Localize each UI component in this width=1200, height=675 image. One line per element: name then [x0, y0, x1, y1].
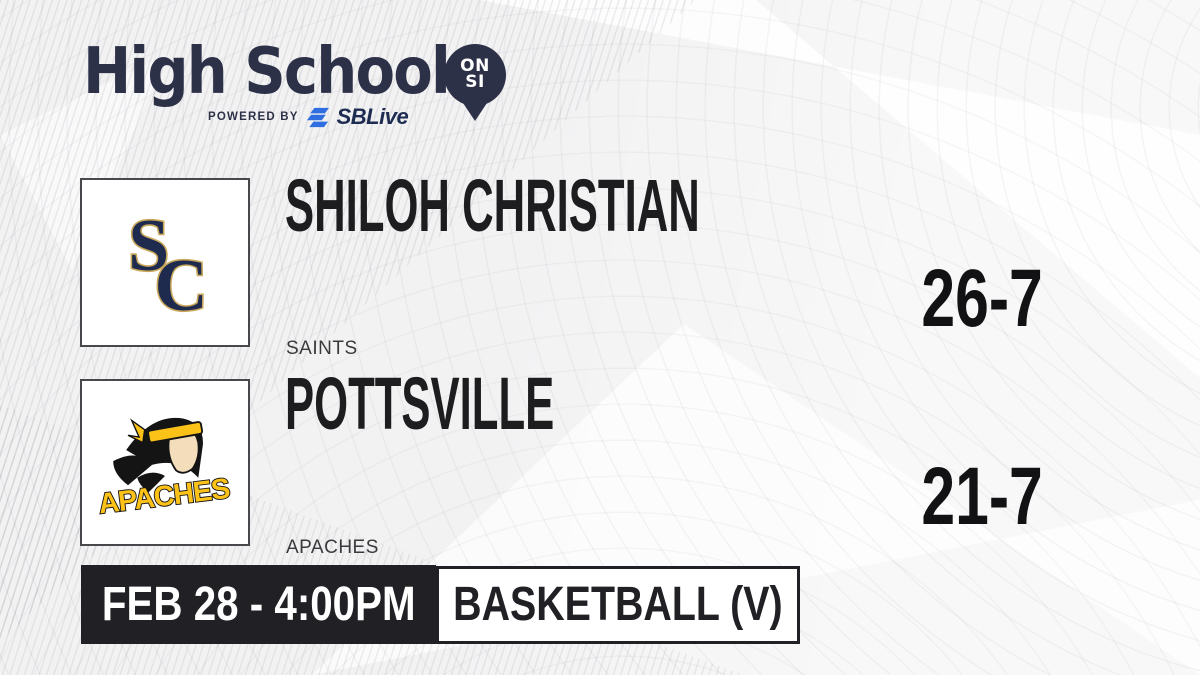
team1-logo-box: S C	[80, 178, 250, 347]
high-school-on-si-logo: High School	[83, 35, 451, 109]
sport-level-box: BASKETBALL (V)	[436, 566, 800, 644]
powered-by-label: POWERED BY	[208, 111, 299, 123]
svg-text:S: S	[128, 204, 169, 286]
team2-name: POTTSVILLE	[285, 362, 555, 445]
pin-text-si: SI	[465, 72, 485, 92]
team1-mascot: SAINTS	[286, 338, 358, 359]
game-datetime: FEB 28 - 4:00PM	[101, 577, 416, 631]
powered-by-row: POWERED BY SBLive	[208, 104, 409, 130]
svg-text:APACHES: APACHES	[97, 472, 231, 520]
sport-level: BASKETBALL (V)	[453, 578, 783, 631]
svg-text:C: C	[155, 243, 208, 325]
pin-text-on: ON	[460, 56, 490, 77]
pottsville-apaches-logo: APACHES	[96, 417, 232, 521]
team2-mascot: APACHES	[286, 537, 379, 558]
team2-record: 21-7	[921, 451, 1043, 542]
pin-circle: ON SI	[444, 44, 506, 106]
team1-name: SHILOH CHRISTIAN	[285, 164, 700, 247]
shiloh-christian-sc-logo: S C	[127, 202, 210, 325]
on-si-pin-icon: ON SI	[444, 44, 506, 121]
team1-record: 26-7	[921, 253, 1043, 344]
sblive-wordmark: SBLive	[336, 104, 409, 129]
sblive-icon	[306, 106, 329, 128]
game-datetime-box: FEB 28 - 4:00PM	[81, 565, 436, 644]
pin-tail	[461, 100, 489, 121]
team2-logo-box: APACHES	[80, 379, 250, 546]
